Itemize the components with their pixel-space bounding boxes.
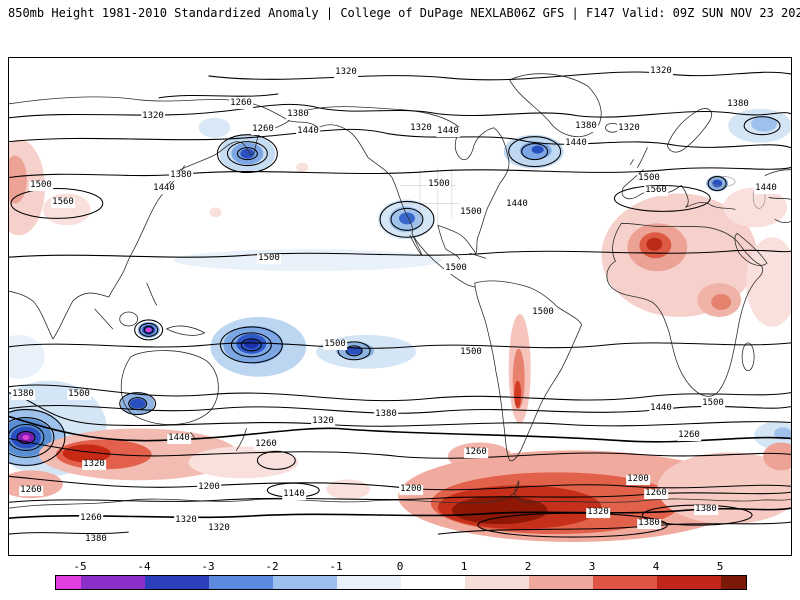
contour-label: 1260 bbox=[644, 488, 668, 499]
contour-label: 1260 bbox=[251, 124, 275, 135]
contour-label: 1320 bbox=[617, 123, 641, 134]
contour-label: 1320 bbox=[334, 67, 358, 78]
coastline-madagascar bbox=[741, 342, 755, 372]
anomaly-shading-negative bbox=[9, 108, 791, 477]
contour-label: 1320 bbox=[207, 523, 231, 534]
contour-label: 1260 bbox=[464, 447, 488, 458]
colorbar-tick-label: -4 bbox=[137, 560, 151, 573]
colorbar-segment bbox=[56, 576, 81, 589]
contour-label: 1440 bbox=[296, 126, 320, 137]
colorbar-tick-label: -3 bbox=[201, 560, 215, 573]
contour-label: 1500 bbox=[459, 347, 483, 358]
contour-label: 1500 bbox=[427, 179, 451, 190]
contour-label: 1380 bbox=[374, 409, 398, 420]
colorbar-tick-label: 3 bbox=[588, 560, 596, 573]
contour-label: 1260 bbox=[79, 513, 103, 524]
contour-label: 1560 bbox=[644, 185, 668, 196]
contour-label: 1500 bbox=[257, 253, 281, 264]
chart-title-right: 06Z GFS | F147 Valid: 09Z SUN NOV 23 202… bbox=[513, 6, 800, 20]
contour-label: 1140 bbox=[282, 489, 306, 500]
contour-label: 1500 bbox=[444, 263, 468, 274]
height-contours bbox=[9, 71, 791, 538]
contour-label: 1440 bbox=[649, 403, 673, 414]
colorbar-tick-label: 5 bbox=[716, 560, 724, 573]
colorbar-bar bbox=[55, 575, 747, 590]
contour-label: 1320 bbox=[649, 66, 673, 77]
contour-label: 1320 bbox=[174, 515, 198, 526]
contour-label: 1380 bbox=[726, 99, 750, 110]
coastline-africa-arabia bbox=[606, 222, 768, 397]
map-frame: 1320 1320 1260 1380 1320 1380 1260 1440 1320 1440… bbox=[8, 57, 792, 556]
colorbar-segment bbox=[273, 576, 337, 589]
contour-label: 1440 bbox=[505, 199, 529, 210]
contour-label: 1200 bbox=[626, 474, 650, 485]
contour-label: 1380 bbox=[169, 170, 193, 181]
contour-label: 1380 bbox=[694, 504, 718, 515]
colorbar-segment bbox=[145, 576, 209, 589]
colorbar-segment bbox=[337, 576, 401, 589]
contour-label: 1320 bbox=[409, 123, 433, 134]
contour-label: 1380 bbox=[637, 518, 661, 529]
contour-label: 1320 bbox=[82, 459, 106, 470]
colorbar-segment bbox=[721, 576, 746, 589]
colorbar-tick-label: 0 bbox=[396, 560, 404, 573]
contour-label: 1380 bbox=[574, 121, 598, 132]
colorbar-tick-label: -1 bbox=[329, 560, 343, 573]
chart-header: 850mb Height 1981-2010 Standardized Anom… bbox=[0, 6, 800, 20]
contour-label: 1260 bbox=[19, 485, 43, 496]
colorbar-segment bbox=[465, 576, 529, 589]
contour-label: 1260 bbox=[677, 430, 701, 441]
contour-label: 1200 bbox=[197, 482, 221, 493]
colorbar-tick-label: -5 bbox=[73, 560, 87, 573]
contour-label: 1500 bbox=[459, 207, 483, 218]
contour-labels-layer: 1320 1320 1260 1380 1320 1380 1260 1440 1320 1440… bbox=[9, 58, 791, 555]
colorbar: -5 -4 -3 -2 -1 0 1 2 3 4 5 bbox=[55, 560, 747, 590]
contour-label: 1500 bbox=[323, 339, 347, 350]
contour-label: 1200 bbox=[399, 484, 423, 495]
colorbar-segment bbox=[209, 576, 273, 589]
contour-label: 1500 bbox=[29, 180, 53, 191]
contour-label: 1260 bbox=[254, 439, 278, 450]
colorbar-segment bbox=[593, 576, 657, 589]
chart-title-left: 850mb Height 1981-2010 Standardized Anom… bbox=[8, 6, 514, 20]
coastline-borneo bbox=[119, 311, 139, 327]
colorbar-tick-label: 1 bbox=[460, 560, 468, 573]
contour-label: 1380 bbox=[11, 389, 35, 400]
colorbar-segment bbox=[657, 576, 721, 589]
coastline-north-america bbox=[288, 106, 510, 288]
contour-label: 1440 bbox=[754, 183, 778, 194]
contour-label: 1440 bbox=[152, 183, 176, 194]
contour-label: 1320 bbox=[141, 111, 165, 122]
contour-label: 1500 bbox=[637, 173, 661, 184]
colorbar-segment bbox=[81, 576, 145, 589]
colorbar-tick-label: 2 bbox=[524, 560, 532, 573]
contour-label: 1500 bbox=[701, 398, 725, 409]
coastline-maritime-australia bbox=[94, 282, 247, 451]
contour-label: 1320 bbox=[586, 507, 610, 518]
contour-label: 1260 bbox=[229, 98, 253, 109]
contour-label: 1380 bbox=[286, 109, 310, 120]
colorbar-tick-label: 4 bbox=[652, 560, 660, 573]
colorbar-tick-label: -2 bbox=[265, 560, 279, 573]
contour-label: 1440 bbox=[167, 433, 191, 444]
contour-label: 1440 bbox=[436, 126, 460, 137]
colorbar-tick-labels: -5 -4 -3 -2 -1 0 1 2 3 4 5 bbox=[55, 560, 745, 575]
colorbar-segment bbox=[401, 576, 465, 589]
coastline-south-america bbox=[474, 280, 582, 462]
contour-label: 1440 bbox=[564, 138, 588, 149]
colorbar-segment bbox=[529, 576, 593, 589]
contour-label: 1500 bbox=[67, 389, 91, 400]
coastline-antarctica bbox=[9, 479, 791, 509]
contour-label: 1500 bbox=[531, 307, 555, 318]
contour-label: 1560 bbox=[51, 197, 75, 208]
contour-label: 1320 bbox=[311, 416, 335, 427]
contour-label: 1380 bbox=[84, 534, 108, 545]
